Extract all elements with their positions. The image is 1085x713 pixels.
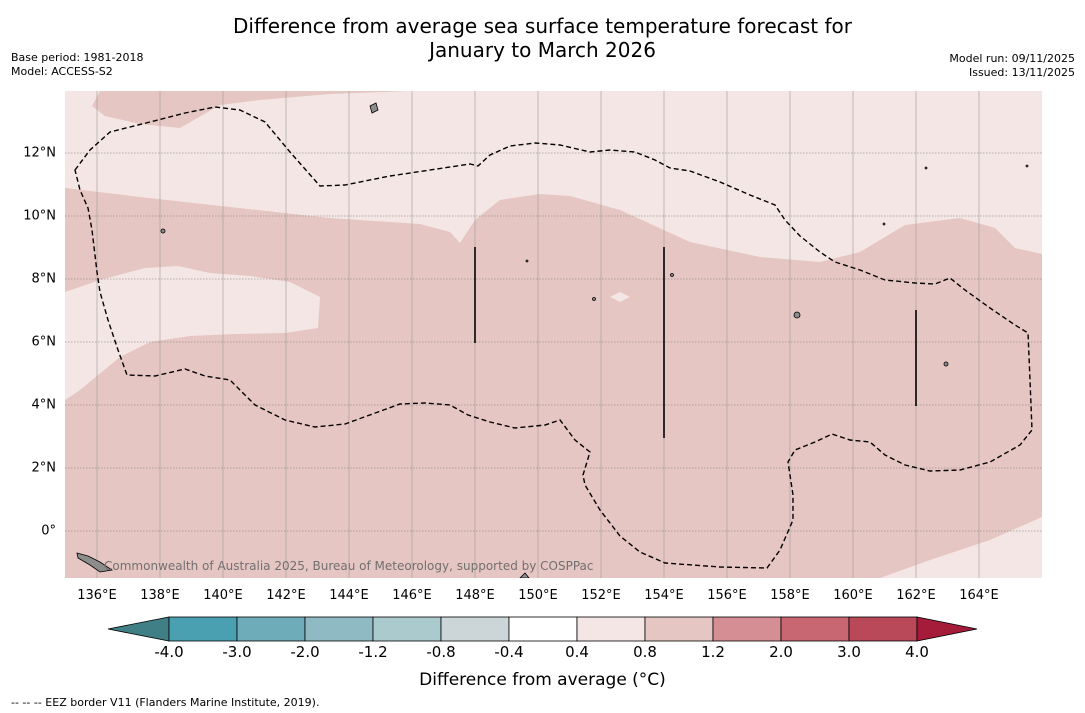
eez-border	[74, 106, 1033, 569]
colorbar-tick-label: 1.2	[701, 643, 725, 661]
colorbar-tick-label: -2.0	[290, 643, 320, 661]
eez-footnote: -- -- -- EEZ border V11 (Flanders Marine…	[11, 696, 320, 709]
warm-anomaly-region	[65, 188, 1042, 578]
lon-label: 136°E	[77, 588, 117, 603]
colorbar-segment	[508, 616, 578, 642]
colorbar-tick-label: 0.4	[565, 643, 589, 661]
graticule	[65, 91, 1042, 578]
lon-label: 152°E	[581, 588, 621, 603]
colorbar-segment	[304, 616, 374, 642]
title-line-1: Difference from average sea surface temp…	[232, 14, 852, 38]
lat-label: 2°N	[31, 460, 57, 476]
light-anomaly-blob	[610, 292, 630, 302]
colorbar-tick-label: -4.0	[154, 643, 184, 661]
lon-label: 138°E	[140, 588, 180, 603]
warm-anomaly-north	[92, 91, 410, 128]
lon-label: 154°E	[644, 588, 684, 603]
lon-label: 150°E	[518, 588, 558, 603]
lon-label: 162°E	[896, 588, 936, 603]
lat-label: 10°N	[23, 208, 56, 224]
title-line-2: January to March 2026	[429, 38, 656, 62]
lat-label: 4°N	[31, 397, 57, 413]
lon-label: 156°E	[707, 588, 747, 603]
model-run-text: Model run: 09/11/2025	[949, 52, 1075, 65]
colorbar-segment	[372, 616, 442, 642]
colorbar-segment	[644, 616, 714, 642]
colorbar-segment	[712, 616, 782, 642]
map-area	[65, 91, 1042, 578]
copyright-notice: Commonwealth of Australia 2025, Bureau o…	[104, 559, 594, 573]
lon-label: 160°E	[833, 588, 873, 603]
lon-label: 142°E	[266, 588, 306, 603]
lon-label: 164°E	[959, 588, 999, 603]
colorbar-segment	[780, 616, 850, 642]
chart-title: Difference from average sea surface temp…	[0, 14, 1085, 62]
colorbar-tick-label: 0.8	[633, 643, 657, 661]
colorbar-tick-label: -0.4	[494, 643, 524, 661]
eez-segments	[474, 247, 917, 438]
colorbar-tick-label: 4.0	[905, 643, 929, 661]
islands	[76, 102, 1029, 578]
lat-label: 8°N	[31, 271, 57, 287]
colorbar-segment	[848, 616, 918, 642]
model-text: Model: ACCESS-S2	[11, 65, 113, 78]
lon-label: 148°E	[455, 588, 495, 603]
lat-label: 6°N	[31, 334, 57, 350]
lat-label: 0°	[41, 523, 56, 539]
colorbar-tick-label: -1.2	[358, 643, 388, 661]
lat-label: 12°N	[23, 145, 56, 161]
colorbar-title: Difference from average (°C)	[419, 670, 666, 690]
lon-label: 144°E	[329, 588, 369, 603]
lon-label: 158°E	[770, 588, 810, 603]
meta-left: Base period: 1981-2018 Model: ACCESS-S2	[11, 51, 143, 79]
base-period-text: Base period: 1981-2018	[11, 51, 144, 64]
colorbar-tick-label: -0.8	[426, 643, 456, 661]
colorbar	[107, 616, 978, 642]
colorbar-extend-high	[916, 616, 978, 642]
colorbar-extend-low	[107, 616, 170, 642]
lon-label: 140°E	[203, 588, 243, 603]
meta-right: Model run: 09/11/2025 Issued: 13/11/2025	[949, 52, 1075, 80]
colorbar-segment	[440, 616, 510, 642]
colorbar-tick-label: -3.0	[222, 643, 252, 661]
light-anomaly-pocket	[65, 266, 320, 400]
issued-text: Issued: 13/11/2025	[968, 66, 1075, 79]
lon-label: 146°E	[392, 588, 432, 603]
colorbar-segment	[576, 616, 646, 642]
colorbar-tick-label: 3.0	[837, 643, 861, 661]
colorbar-segment	[168, 616, 238, 642]
colorbar-tick-label: 2.0	[769, 643, 793, 661]
colorbar-segment	[236, 616, 306, 642]
